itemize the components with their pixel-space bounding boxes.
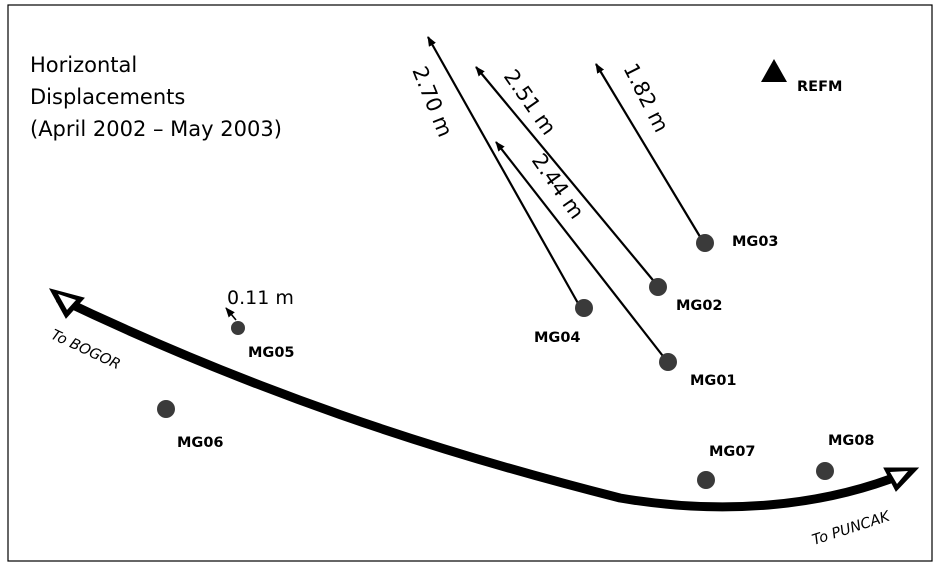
station-label-mg08: MG08 bbox=[828, 433, 875, 449]
vector-mg02 bbox=[475, 66, 658, 286]
station-marker-mg05 bbox=[231, 321, 245, 335]
station-label-mg02: MG02 bbox=[676, 298, 723, 314]
station-label-mg01: MG01 bbox=[690, 373, 737, 389]
vector-mg04 bbox=[427, 36, 580, 306]
stations: MG01 MG02 MG03 MG04 MG05 MG06 MG07 MG08 bbox=[157, 234, 875, 489]
station-marker-mg04 bbox=[575, 299, 593, 317]
station-marker-mg08 bbox=[816, 462, 834, 480]
station-marker-mg07 bbox=[697, 471, 715, 489]
station-label-mg07: MG07 bbox=[709, 444, 756, 460]
station-marker-mg06 bbox=[157, 400, 175, 418]
map-frame bbox=[7, 4, 933, 562]
title-line-2: Displacements bbox=[30, 85, 185, 109]
reference-mark: REFM bbox=[761, 59, 842, 95]
station-label-mg06: MG06 bbox=[177, 435, 224, 451]
station-marker-mg02 bbox=[649, 278, 667, 296]
road-line bbox=[56, 293, 908, 512]
station-label-mg03: MG03 bbox=[732, 234, 779, 250]
vector-mg03 bbox=[595, 63, 703, 241]
displacement-label-mg05: 0.11 m bbox=[227, 287, 294, 309]
map-title: Horizontal Displacements (April 2002 – M… bbox=[30, 53, 282, 141]
station-label-mg05: MG05 bbox=[248, 345, 295, 361]
title-line-3: (April 2002 – May 2003) bbox=[30, 117, 282, 141]
displacement-vectors bbox=[225, 36, 703, 361]
title-line-1: Horizontal bbox=[30, 53, 137, 77]
vector-mg05 bbox=[225, 307, 237, 321]
station-marker-mg03 bbox=[696, 234, 714, 252]
road-east-arrow-inner bbox=[890, 471, 908, 484]
station-marker-mg01 bbox=[659, 353, 677, 371]
vector-mg01 bbox=[495, 141, 667, 361]
triangle-icon bbox=[761, 59, 787, 82]
reference-label: REFM bbox=[797, 79, 842, 95]
road-west-arrow-inner bbox=[58, 294, 76, 310]
station-label-mg04: MG04 bbox=[534, 330, 581, 346]
